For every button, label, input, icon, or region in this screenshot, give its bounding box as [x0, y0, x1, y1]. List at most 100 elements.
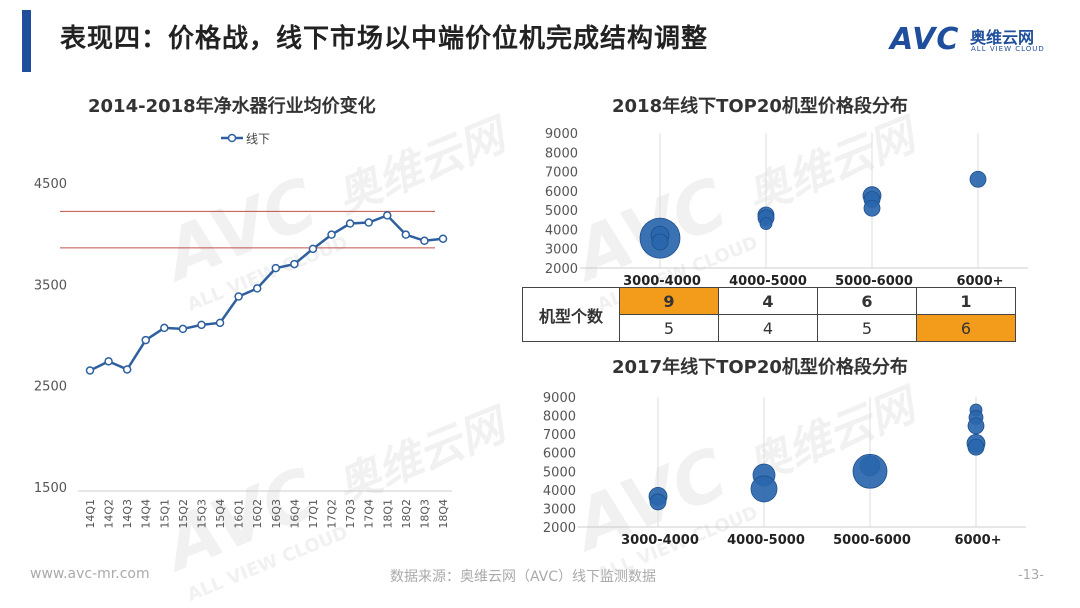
data-point	[234, 292, 243, 301]
data-point	[401, 230, 411, 239]
x-tick-label: 16Q2	[251, 499, 264, 529]
x-tick-label: 6000+	[956, 274, 1003, 289]
x-tick-label: 14Q1	[84, 499, 97, 529]
x-tick-label: 5000-6000	[835, 274, 913, 289]
x-tick-label: 6000+	[954, 533, 1001, 548]
x-tick-label: 15Q1	[158, 499, 171, 529]
count-2018-cell: 1	[916, 287, 1016, 315]
count-2018-cell: 9	[619, 287, 719, 315]
y-tick-label: 5000	[543, 465, 576, 480]
x-tick-label: 18Q4	[437, 499, 450, 529]
title-accent-bar	[22, 10, 31, 72]
x-tick-label: 17Q4	[363, 499, 376, 529]
bubble	[651, 233, 669, 251]
bubble	[967, 438, 985, 456]
y-tick-label: 5000	[545, 204, 578, 219]
data-point	[122, 365, 132, 374]
x-tick-label: 17Q3	[344, 499, 357, 529]
bubble	[759, 217, 773, 231]
y-tick-label: 8000	[545, 146, 578, 161]
bubble	[967, 417, 985, 435]
x-tick-label: 16Q3	[270, 499, 283, 529]
data-point	[308, 244, 318, 254]
data-point	[327, 230, 336, 239]
bubble	[969, 170, 987, 188]
data-point	[364, 218, 373, 227]
x-tick-label: 14Q2	[103, 499, 116, 529]
x-tick-label: 16Q4	[288, 499, 301, 529]
x-tick-label: 3000-4000	[621, 533, 699, 548]
data-point	[215, 318, 225, 328]
y-tick-label: 8000	[543, 410, 576, 425]
y-tick-label: 7000	[545, 166, 578, 181]
count-2017-cell: 4	[718, 314, 818, 342]
count-2017-cell: 5	[817, 314, 917, 342]
x-tick-label: 15Q2	[177, 499, 190, 529]
data-point	[178, 324, 188, 334]
bubble	[750, 475, 778, 503]
line-chart-title: 2014-2018年净水器行业均价变化	[88, 96, 376, 117]
data-point	[420, 236, 429, 246]
count-2017-cell: 6	[916, 314, 1016, 342]
y-tick-label: 2000	[545, 262, 578, 277]
x-tick-label: 5000-6000	[833, 533, 911, 548]
x-tick-label: 16Q1	[233, 499, 246, 529]
logo-cn: 奥维云网	[970, 28, 1035, 47]
x-tick-label: 14Q4	[140, 499, 153, 529]
data-point	[271, 263, 281, 273]
y-tick-label: 4000	[545, 223, 578, 238]
row-label: 机型个数	[522, 287, 620, 342]
y-tick-label: 6000	[545, 185, 578, 200]
y-tick-label: 9000	[545, 127, 578, 142]
y-tick-label: 9000	[543, 391, 576, 406]
data-point	[104, 357, 113, 366]
x-tick-label: 18Q1	[381, 499, 394, 529]
bubble	[649, 493, 667, 511]
x-tick-label: 4000-5000	[727, 533, 805, 548]
model-count-table: 机型个数 9 4 6 1 5 4 5 6	[522, 287, 1016, 342]
logo-brand: AVC	[890, 22, 960, 57]
footer-url: www.avc-mr.com	[30, 566, 150, 582]
avc-logo: AVC 奥维云网 ALL VIEW CLOUD	[890, 22, 1060, 58]
y-tick-label: 6000	[543, 447, 576, 462]
y-tick-label: 3000	[545, 243, 578, 258]
count-2018-cell: 4	[718, 287, 818, 315]
y-tick-label: 3500	[34, 278, 67, 293]
y-tick-label: 4000	[543, 484, 576, 499]
data-point	[383, 211, 392, 220]
data-point	[85, 366, 95, 375]
bubble	[863, 199, 881, 217]
y-tick-label: 7000	[543, 428, 576, 443]
scatter-2018-title: 2018年线下TOP20机型价格段分布	[612, 96, 908, 117]
data-point	[290, 259, 299, 269]
count-2018-cell: 6	[817, 287, 917, 315]
x-tick-label: 15Q3	[195, 499, 208, 529]
x-tick-label: 14Q3	[121, 499, 134, 529]
page-title: 表现四：价格战，线下市场以中端价位机完成结构调整	[60, 24, 709, 54]
x-tick-label: 18Q2	[400, 499, 413, 529]
bubble	[852, 453, 888, 489]
y-tick-label: 1500	[34, 481, 67, 496]
data-point	[197, 320, 206, 330]
x-tick-label: 17Q1	[307, 499, 320, 529]
x-tick-label: 15Q4	[214, 499, 227, 529]
y-tick-label: 4500	[34, 177, 67, 192]
y-tick-label: 3000	[543, 502, 576, 517]
x-tick-label: 4000-5000	[729, 274, 807, 289]
count-2017-cell: 5	[619, 314, 719, 342]
data-point	[438, 234, 448, 243]
x-tick-label: 18Q3	[418, 499, 431, 529]
legend-label: 线下	[246, 132, 270, 146]
y-tick-label: 2500	[34, 380, 67, 395]
logo-en: ALL VIEW CLOUD	[971, 45, 1045, 53]
data-point	[160, 323, 169, 333]
y-tick-label: 2000	[543, 521, 576, 536]
data-source: 数据来源：奥维云网（AVC）线下监测数据	[390, 569, 657, 585]
data-point	[252, 284, 262, 293]
page-number: -13-	[1018, 568, 1044, 583]
x-tick-label: 3000-4000	[623, 274, 701, 289]
x-tick-label: 17Q2	[326, 499, 339, 529]
